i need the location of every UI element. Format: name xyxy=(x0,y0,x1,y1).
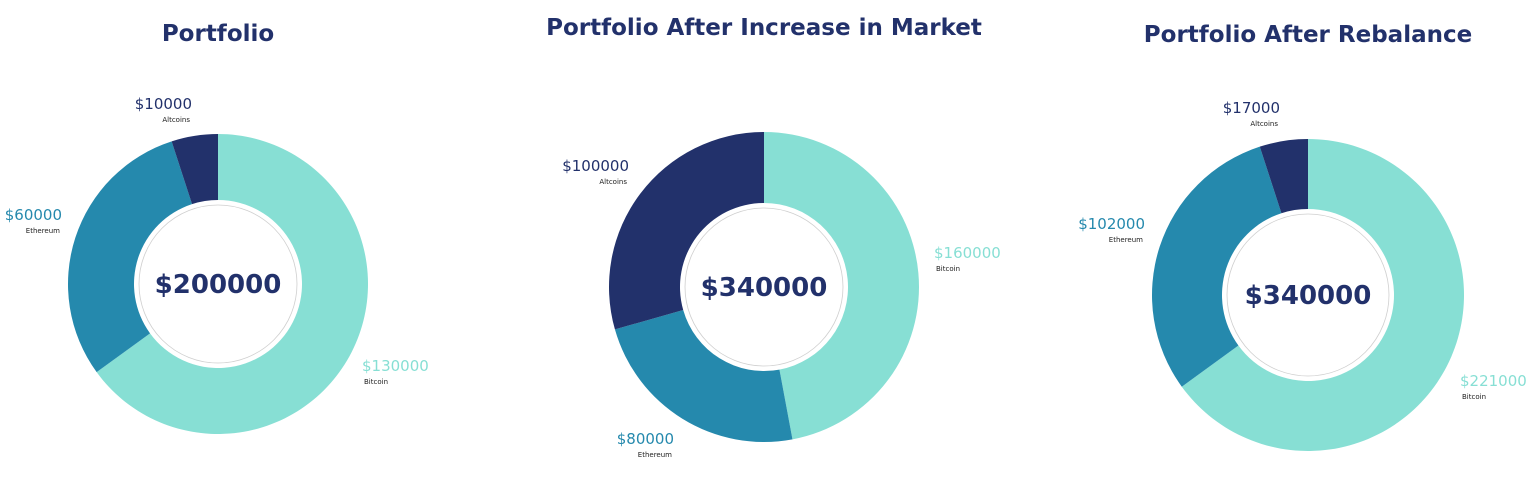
data-label-altcoins: $10000 xyxy=(135,95,192,113)
series-name-altcoins: Altcoins xyxy=(599,178,627,186)
data-label-bitcoin: $221000 xyxy=(1460,372,1527,390)
chart-title: Portfolio xyxy=(162,21,274,47)
data-label-ethereum: $80000 xyxy=(617,430,674,448)
slice-altcoins xyxy=(1259,139,1308,214)
series-name-altcoins: Altcoins xyxy=(162,116,190,124)
series-name-ethereum: Ethereum xyxy=(638,451,672,459)
data-label-ethereum: $102000 xyxy=(1078,215,1145,233)
donut-chart-1: Portfolio $200000 $130000 Bitcoin $60000 Ethe… xyxy=(5,21,429,435)
series-name-bitcoin: Bitcoin xyxy=(364,378,388,386)
inner-ring xyxy=(1226,213,1390,377)
center-total: $340000 xyxy=(1245,281,1372,311)
slice-altcoins xyxy=(609,132,764,330)
data-label-ethereum: $60000 xyxy=(5,206,62,224)
series-name-bitcoin: Bitcoin xyxy=(1462,393,1486,401)
series-name-ethereum: Ethereum xyxy=(26,227,60,235)
center-total: $200000 xyxy=(155,270,282,300)
series-name-ethereum: Ethereum xyxy=(1109,236,1143,244)
inner-ring xyxy=(684,207,844,367)
slice-ethereum xyxy=(614,309,793,442)
slice-bitcoin xyxy=(1181,139,1464,452)
data-label-altcoins: $17000 xyxy=(1223,99,1280,117)
donut-chart-2: Portfolio After Increase in Market $34000… xyxy=(546,15,1001,459)
series-name-altcoins: Altcoins xyxy=(1250,120,1278,128)
slice-ethereum xyxy=(1152,146,1282,387)
slice-ethereum xyxy=(68,141,193,373)
data-label-bitcoin: $160000 xyxy=(934,244,1001,262)
series-name-bitcoin: Bitcoin xyxy=(936,265,960,273)
inner-ring xyxy=(138,204,298,364)
chart-title: Portfolio After Rebalance xyxy=(1144,22,1472,48)
slice-bitcoin xyxy=(96,134,369,435)
data-label-altcoins: $100000 xyxy=(562,157,629,175)
center-total: $340000 xyxy=(701,273,828,303)
slice-altcoins xyxy=(171,134,218,205)
slice-bitcoin xyxy=(764,132,920,440)
donut-chart-3: Portfolio After Rebalance $340000 $221000 B… xyxy=(1078,22,1527,452)
data-label-bitcoin: $130000 xyxy=(362,357,429,375)
chart-title: Portfolio After Increase in Market xyxy=(546,15,982,41)
